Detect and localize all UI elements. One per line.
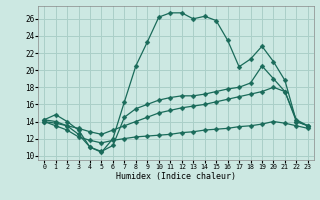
X-axis label: Humidex (Indice chaleur): Humidex (Indice chaleur) [116, 172, 236, 181]
